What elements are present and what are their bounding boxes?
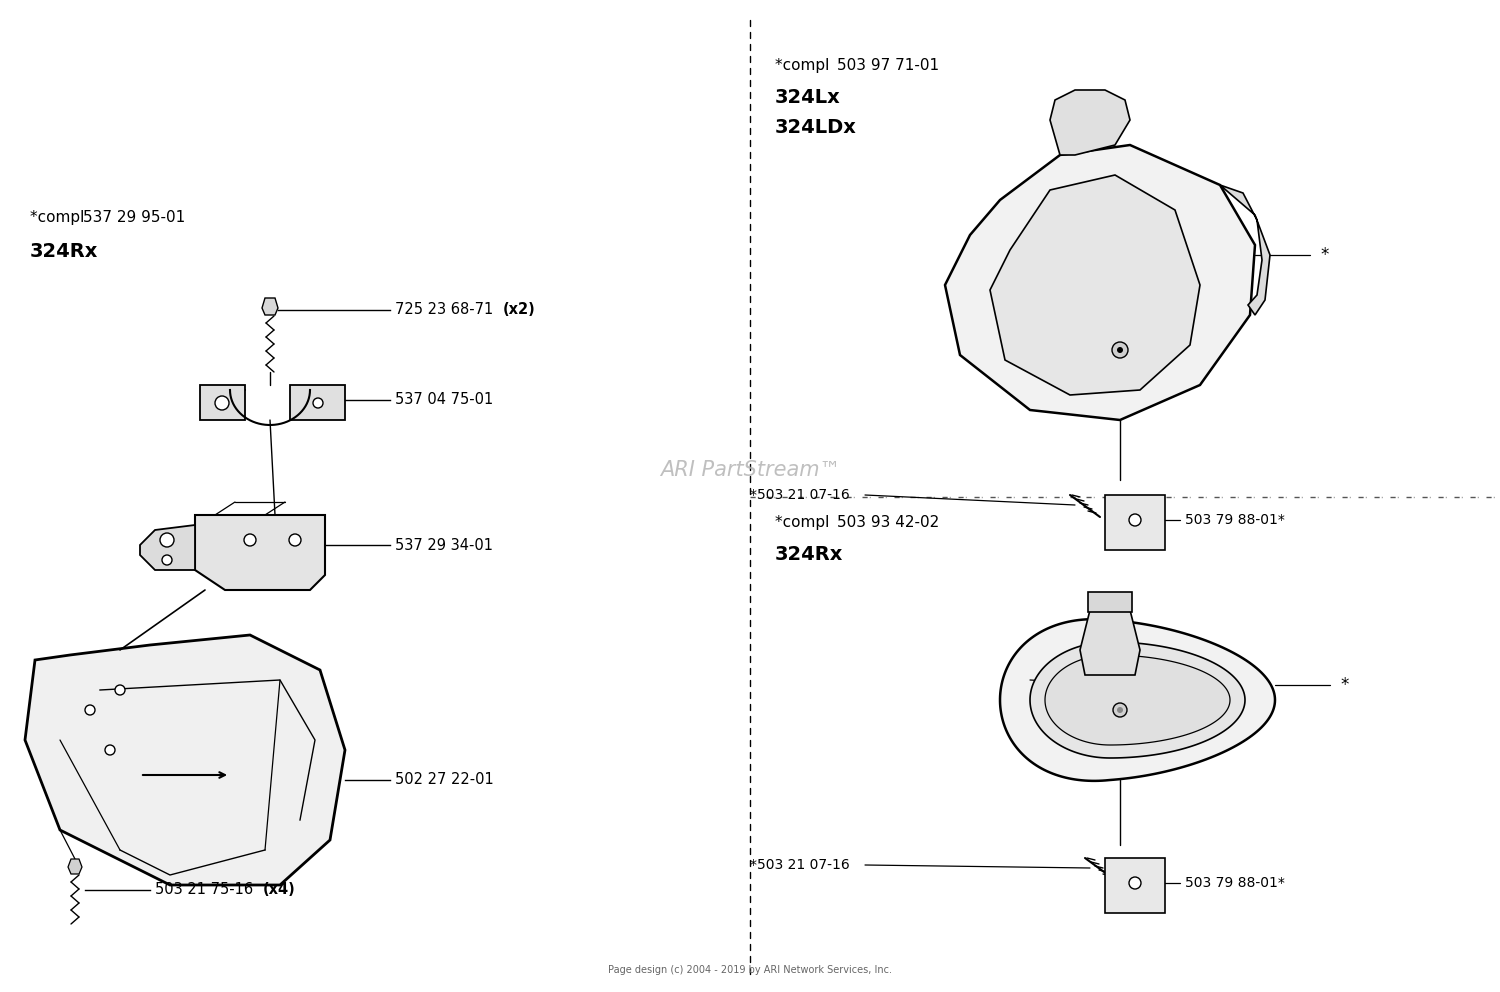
Circle shape xyxy=(116,685,124,695)
Text: 324Rx: 324Rx xyxy=(30,242,99,261)
Circle shape xyxy=(1118,347,1124,353)
Circle shape xyxy=(105,745,116,755)
Text: 537 29 95-01: 537 29 95-01 xyxy=(82,210,186,225)
Circle shape xyxy=(290,534,302,546)
Polygon shape xyxy=(1000,619,1275,781)
Text: *compl: *compl xyxy=(30,210,90,225)
Circle shape xyxy=(314,398,322,408)
Text: 502 27 22-01: 502 27 22-01 xyxy=(394,773,494,788)
Text: 503 97 71-01: 503 97 71-01 xyxy=(837,58,939,73)
Circle shape xyxy=(244,534,256,546)
Text: 503 93 42-02: 503 93 42-02 xyxy=(837,515,939,530)
Circle shape xyxy=(1112,342,1128,358)
Circle shape xyxy=(162,555,172,565)
Text: 503 21 75-16: 503 21 75-16 xyxy=(154,883,258,898)
Text: 537 04 75-01: 537 04 75-01 xyxy=(394,393,494,408)
Text: *503 21 07-16: *503 21 07-16 xyxy=(750,858,849,872)
Polygon shape xyxy=(290,385,345,420)
Text: *503 21 07-16: *503 21 07-16 xyxy=(750,488,849,502)
Text: Page design (c) 2004 - 2019 by ARI Network Services, Inc.: Page design (c) 2004 - 2019 by ARI Netwo… xyxy=(608,965,892,975)
Polygon shape xyxy=(1220,185,1270,315)
Text: ARI PartStream™: ARI PartStream™ xyxy=(660,460,840,480)
Polygon shape xyxy=(1080,610,1140,675)
Polygon shape xyxy=(195,515,326,590)
Text: *: * xyxy=(1320,246,1329,264)
Polygon shape xyxy=(945,145,1256,420)
Circle shape xyxy=(1130,514,1142,526)
Polygon shape xyxy=(26,635,345,885)
Polygon shape xyxy=(1050,90,1130,155)
Text: 725 23 68-71: 725 23 68-71 xyxy=(394,303,498,317)
Polygon shape xyxy=(68,859,82,874)
Text: 324Rx: 324Rx xyxy=(776,545,843,564)
Circle shape xyxy=(1118,707,1124,713)
Polygon shape xyxy=(990,175,1200,395)
Text: 503 79 88-01*: 503 79 88-01* xyxy=(1185,513,1286,527)
Polygon shape xyxy=(1106,858,1166,913)
Polygon shape xyxy=(1106,495,1166,550)
Text: *: * xyxy=(1340,676,1348,694)
Polygon shape xyxy=(140,525,195,570)
Circle shape xyxy=(214,396,230,410)
Text: 324LDx: 324LDx xyxy=(776,118,856,137)
Text: 324Lx: 324Lx xyxy=(776,88,840,107)
Polygon shape xyxy=(1088,592,1132,612)
Text: (x4): (x4) xyxy=(262,883,296,898)
Polygon shape xyxy=(1046,655,1230,745)
Text: (x2): (x2) xyxy=(503,303,536,317)
Polygon shape xyxy=(200,385,244,420)
Text: *compl: *compl xyxy=(776,58,834,73)
Polygon shape xyxy=(1030,642,1245,758)
Circle shape xyxy=(1130,877,1142,889)
Polygon shape xyxy=(262,298,278,315)
Text: 537 29 34-01: 537 29 34-01 xyxy=(394,538,494,553)
Text: *compl: *compl xyxy=(776,515,834,530)
Circle shape xyxy=(160,533,174,547)
Circle shape xyxy=(86,705,94,715)
Circle shape xyxy=(1113,703,1126,717)
Text: 503 79 88-01*: 503 79 88-01* xyxy=(1185,876,1286,890)
